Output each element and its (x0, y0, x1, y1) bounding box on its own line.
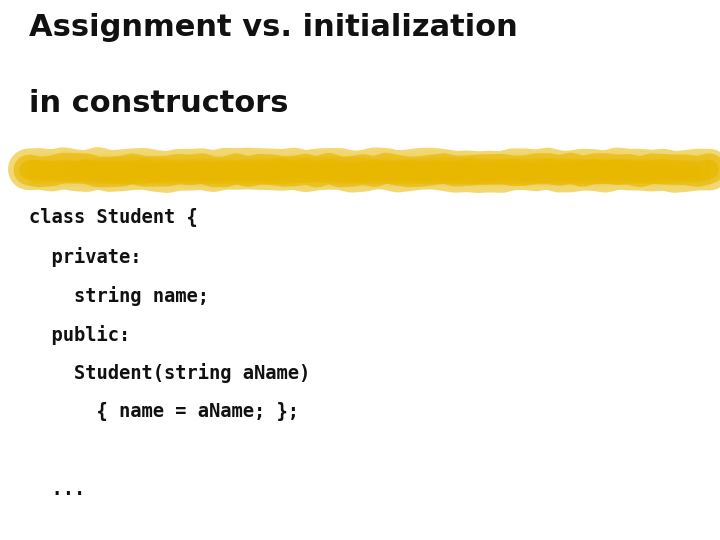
Text: ...: ... (29, 480, 85, 499)
Text: private:: private: (29, 247, 141, 267)
Text: string name;: string name; (29, 286, 209, 306)
Text: { name = aName; };: { name = aName; }; (29, 402, 299, 421)
Text: public:: public: (29, 325, 130, 345)
Text: in constructors: in constructors (29, 89, 288, 118)
Text: Assignment vs. initialization: Assignment vs. initialization (29, 14, 518, 43)
Text: Student(string aName): Student(string aName) (29, 363, 310, 383)
Text: class Student {: class Student { (29, 208, 197, 227)
